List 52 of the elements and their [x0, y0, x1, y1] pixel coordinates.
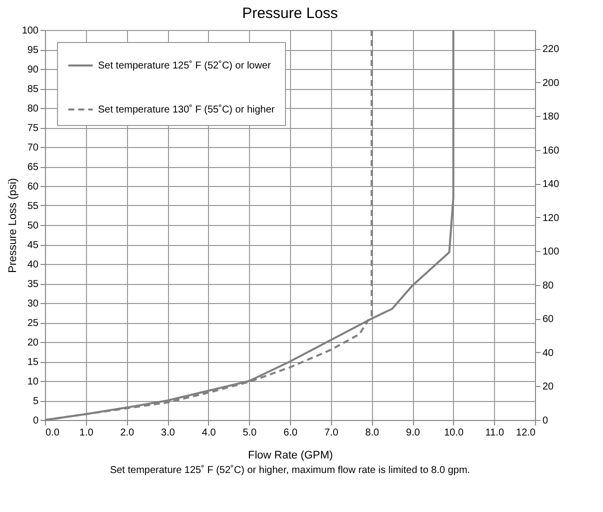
y-tick-label: 55	[27, 201, 39, 212]
y2-tick-label: 220	[542, 44, 560, 56]
y2-tick-label: 120	[542, 212, 560, 224]
y-tick-label: 90	[27, 64, 39, 76]
y2-tick-label: 20	[542, 382, 554, 393]
x-tick-label: 11.0	[485, 428, 504, 438]
chart-title: Pressure Loss	[242, 5, 338, 22]
y-axis-title: Pressure Loss (psi)	[6, 178, 19, 273]
y2-tick-label: 180	[542, 112, 560, 123]
x-tick-label: 5.0	[242, 428, 258, 438]
x-tick-label: 3.0	[161, 428, 176, 438]
y-tick-label: 5	[32, 396, 39, 407]
x-tick-label: 4.0	[202, 428, 216, 438]
y-tick-label: 40	[27, 260, 39, 270]
legend-label: Set temperature 130˚ F (55˚C) or higher	[98, 104, 276, 116]
y-tick-label: 60	[27, 182, 39, 192]
legend-label: Set temperature 125˚ F (52˚C) or lower	[98, 60, 272, 72]
y-tick-label: 70	[27, 142, 39, 154]
text: Set temperature 125˚ F (52˚C) or higher, maximum flow rate is limited to 8.0 gpm.	[110, 464, 470, 476]
y-tick-label: 100	[22, 26, 39, 36]
x-tick-label: 8.0	[365, 428, 380, 438]
y2-tick-label: 100	[542, 246, 560, 258]
y2-tick-label: 0	[542, 416, 548, 426]
y2-tick-label: 60	[542, 314, 554, 326]
x-tick-label: 10.0	[444, 428, 464, 438]
x-tick-label: 12.0	[516, 428, 536, 438]
x-tick-label: 9.0	[406, 428, 420, 438]
y-tick-label: 15	[27, 357, 39, 368]
x-axis-title: Flow Rate (GPM)	[248, 450, 333, 462]
y2-tick-label: 160	[542, 145, 560, 156]
y-tick-label: 30	[27, 298, 39, 310]
y-tick-label: 0	[32, 416, 39, 426]
y2-tick-label: 140	[542, 179, 560, 190]
y2-tick-label: 80	[542, 280, 554, 292]
y-tick-label: 25	[27, 318, 39, 329]
y-tick-label: 10	[27, 376, 39, 388]
x-tick-label: 7.0	[324, 428, 339, 438]
y2-tick-label: 200	[542, 78, 560, 89]
y-tick-label: 45	[27, 240, 39, 251]
y-tick-label: 75	[27, 123, 39, 134]
y-tick-label: 20	[27, 338, 39, 348]
y-tick-label: 80	[27, 104, 39, 114]
y-tick-label: 65	[27, 162, 39, 173]
x-tick-label: 0.0	[46, 428, 60, 438]
y-tick-label: 50	[27, 220, 39, 232]
x-tick-label: 6.0	[284, 428, 298, 438]
y-tick-label: 85	[27, 84, 39, 95]
y-tick-label: 95	[27, 45, 39, 56]
x-tick-label: 1.0	[79, 428, 94, 438]
x-tick-label: 2.0	[120, 428, 135, 438]
y2-tick-label: 40	[542, 348, 554, 359]
y-tick-label: 35	[27, 279, 39, 290]
